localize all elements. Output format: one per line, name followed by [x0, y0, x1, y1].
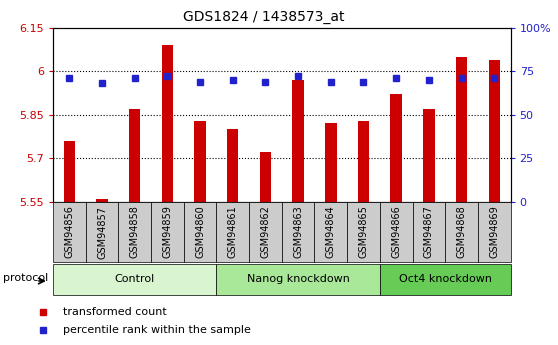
Bar [97, 199, 108, 202]
Bar [129, 109, 141, 202]
Bar [249, 202, 282, 262]
Text: Oct4 knockdown: Oct4 knockdown [399, 275, 492, 284]
Bar [412, 202, 445, 262]
Text: Control: Control [114, 275, 155, 284]
Bar [162, 45, 173, 202]
Bar [227, 129, 238, 202]
Bar [217, 202, 249, 262]
Bar [194, 120, 206, 202]
Text: GSM94869: GSM94869 [489, 206, 499, 258]
Text: GSM94859: GSM94859 [162, 206, 172, 258]
Bar [391, 95, 402, 202]
Text: GSM94860: GSM94860 [195, 206, 205, 258]
Bar [445, 202, 478, 262]
Text: GSM94865: GSM94865 [358, 206, 368, 258]
Text: GSM94858: GSM94858 [129, 206, 140, 258]
Bar [118, 202, 151, 262]
Text: Nanog knockdown: Nanog knockdown [247, 275, 349, 284]
Bar [259, 152, 271, 202]
Bar [292, 80, 304, 202]
Bar [456, 57, 467, 202]
Title: GDS1824 / 1438573_at: GDS1824 / 1438573_at [182, 10, 344, 24]
Text: GSM94863: GSM94863 [293, 206, 303, 258]
Bar [325, 124, 336, 202]
Bar [478, 202, 511, 262]
Bar [358, 120, 369, 202]
Text: GSM94861: GSM94861 [228, 206, 238, 258]
Bar [423, 109, 435, 202]
Text: GSM94857: GSM94857 [97, 206, 107, 258]
Text: GSM94866: GSM94866 [391, 206, 401, 258]
Bar [488, 60, 500, 202]
Text: GSM94856: GSM94856 [64, 206, 74, 258]
Text: protocol: protocol [3, 273, 48, 283]
Text: GSM94868: GSM94868 [456, 206, 466, 258]
Bar [53, 264, 217, 295]
Bar [282, 202, 315, 262]
Text: transformed count: transformed count [63, 307, 167, 317]
Bar [53, 202, 86, 262]
Bar [151, 202, 184, 262]
Bar [347, 202, 380, 262]
Bar [380, 264, 511, 295]
Bar [217, 264, 380, 295]
Bar [86, 202, 118, 262]
Bar [380, 202, 412, 262]
Text: GSM94862: GSM94862 [261, 206, 271, 258]
Bar [184, 202, 217, 262]
Bar [64, 141, 75, 202]
Text: GSM94867: GSM94867 [424, 206, 434, 258]
Bar [315, 202, 347, 262]
Text: percentile rank within the sample: percentile rank within the sample [63, 325, 251, 335]
Text: GSM94864: GSM94864 [326, 206, 336, 258]
